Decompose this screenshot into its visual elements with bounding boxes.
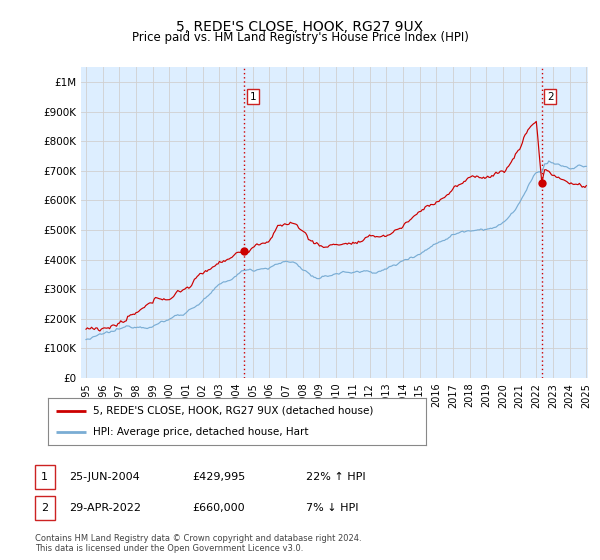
Text: 22% ↑ HPI: 22% ↑ HPI xyxy=(306,472,365,482)
Text: Price paid vs. HM Land Registry's House Price Index (HPI): Price paid vs. HM Land Registry's House … xyxy=(131,31,469,44)
Text: 1: 1 xyxy=(250,92,256,102)
Text: £660,000: £660,000 xyxy=(192,503,245,513)
Text: 2: 2 xyxy=(41,503,48,513)
Text: Contains HM Land Registry data © Crown copyright and database right 2024.
This d: Contains HM Land Registry data © Crown c… xyxy=(35,534,361,553)
Text: 25-JUN-2004: 25-JUN-2004 xyxy=(69,472,140,482)
Text: 7% ↓ HPI: 7% ↓ HPI xyxy=(306,503,359,513)
Text: HPI: Average price, detached house, Hart: HPI: Average price, detached house, Hart xyxy=(94,427,309,437)
Text: 5, REDE'S CLOSE, HOOK, RG27 9UX: 5, REDE'S CLOSE, HOOK, RG27 9UX xyxy=(176,20,424,34)
Text: 5, REDE'S CLOSE, HOOK, RG27 9UX (detached house): 5, REDE'S CLOSE, HOOK, RG27 9UX (detache… xyxy=(94,406,374,416)
Text: 1: 1 xyxy=(41,472,48,482)
Text: £429,995: £429,995 xyxy=(192,472,245,482)
Text: 29-APR-2022: 29-APR-2022 xyxy=(69,503,141,513)
Text: 2: 2 xyxy=(547,92,553,102)
